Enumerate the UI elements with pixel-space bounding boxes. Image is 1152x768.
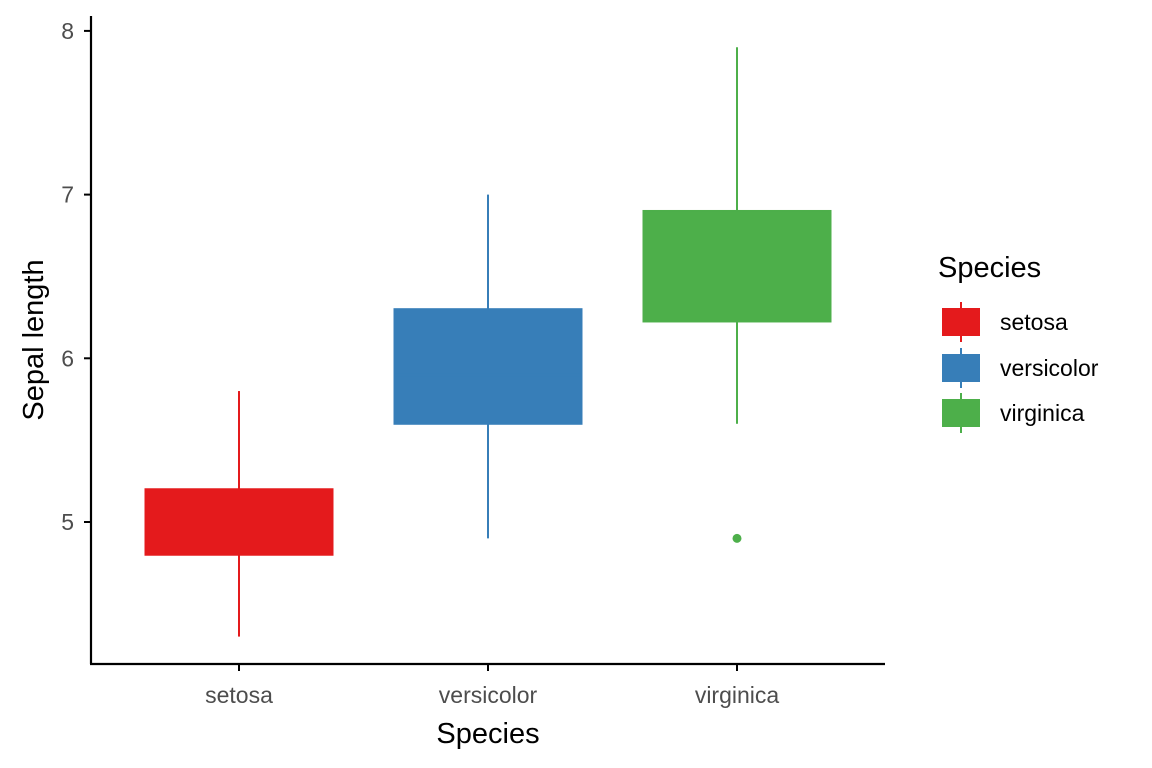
legend: Species setosa versicolor virginica <box>938 252 1099 433</box>
x-axis-title: Species <box>436 718 539 750</box>
legend-label-setosa: setosa <box>1000 309 1068 335</box>
y-axis-title: Sepal length <box>18 259 50 420</box>
iqr-box <box>642 209 832 323</box>
legend-item-versicolor: versicolor <box>942 348 1099 388</box>
y-tick-label: 6 <box>61 345 74 371</box>
box-setosa <box>144 391 334 637</box>
legend-label-virginica: virginica <box>1000 400 1085 426</box>
legend-item-virginica: virginica <box>942 393 1085 433</box>
plot-area <box>144 47 832 637</box>
legend-key-versicolor <box>942 354 980 382</box>
legend-key-virginica <box>942 399 980 427</box>
axis-ticks: 5 6 7 8 setosa versicolor virginica <box>61 18 779 708</box>
box-virginica <box>642 47 832 543</box>
legend-title: Species <box>938 252 1041 284</box>
y-tick-label: 7 <box>61 182 74 208</box>
outlier-point <box>732 533 742 543</box>
y-tick-label: 8 <box>61 18 74 44</box>
legend-label-versicolor: versicolor <box>1000 355 1099 381</box>
x-tick-label: setosa <box>205 682 273 708</box>
legend-key-setosa <box>942 308 980 336</box>
box-versicolor <box>393 194 583 539</box>
y-tick-label: 5 <box>61 509 74 535</box>
iqr-box <box>393 308 583 425</box>
x-tick-label: virginica <box>695 682 780 708</box>
x-tick-label: versicolor <box>439 682 538 708</box>
legend-item-setosa: setosa <box>942 302 1068 342</box>
